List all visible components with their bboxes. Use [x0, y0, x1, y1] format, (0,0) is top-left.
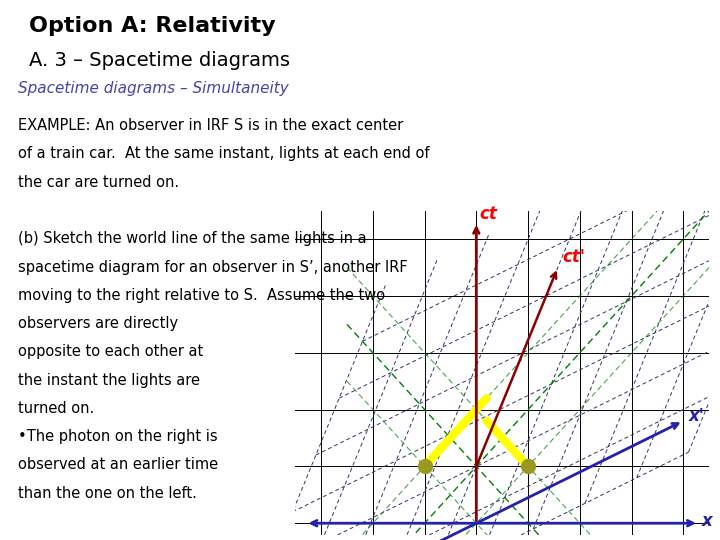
Text: ct: ct [479, 205, 497, 223]
Text: turned on.: turned on. [18, 401, 94, 416]
Text: the instant the lights are: the instant the lights are [18, 373, 200, 388]
Text: observed at an earlier time: observed at an earlier time [18, 457, 218, 472]
Text: observers are directly: observers are directly [18, 316, 178, 331]
Text: opposite to each other at: opposite to each other at [18, 345, 203, 359]
Text: A. 3 – Spacetime diagrams: A. 3 – Spacetime diagrams [29, 51, 289, 70]
Text: EXAMPLE: An observer in IRF S is in the exact center: EXAMPLE: An observer in IRF S is in the … [18, 118, 403, 133]
Text: •The photon on the right is: •The photon on the right is [18, 429, 217, 444]
Text: ct': ct' [562, 248, 585, 266]
Text: Spacetime diagrams – Simultaneity: Spacetime diagrams – Simultaneity [18, 81, 289, 96]
Text: spacetime diagram for an observer in S’, another IRF: spacetime diagram for an observer in S’,… [18, 260, 408, 274]
Text: than the one on the left.: than the one on the left. [18, 485, 197, 501]
Text: moving to the right relative to S.  Assume the two: moving to the right relative to S. Assum… [18, 288, 385, 303]
Text: x': x' [688, 407, 704, 425]
Text: of a train car.  At the same instant, lights at each end of: of a train car. At the same instant, lig… [18, 146, 430, 161]
Text: the car are turned on.: the car are turned on. [18, 175, 179, 190]
Text: (b) Sketch the world line of the same lights in a: (b) Sketch the world line of the same li… [18, 231, 366, 246]
Text: x: x [701, 512, 712, 530]
Text: Option A: Relativity: Option A: Relativity [29, 16, 276, 36]
